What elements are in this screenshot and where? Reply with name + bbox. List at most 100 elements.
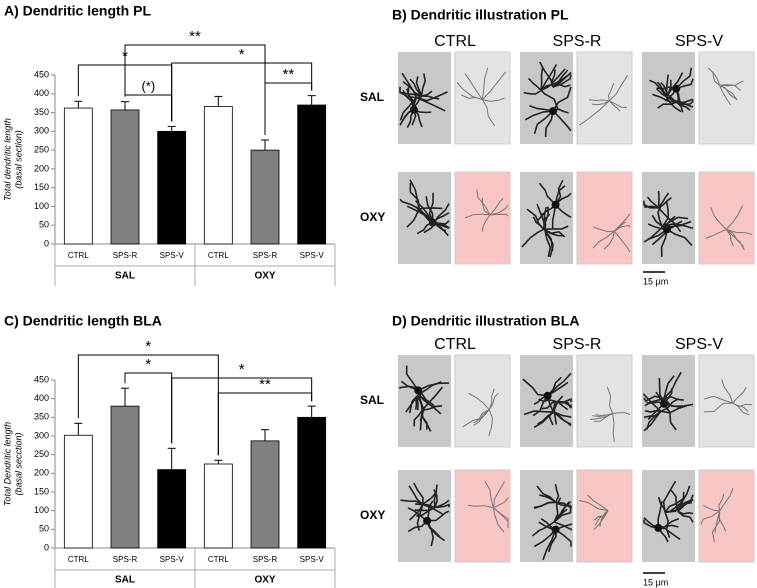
significance-label: * (145, 338, 151, 355)
dendrite (464, 189, 509, 232)
dendrite (592, 213, 631, 253)
x-tick-label: SPS-R (253, 555, 278, 564)
dendrite (399, 72, 448, 126)
y-tick-label: 0 (44, 542, 49, 552)
y-tick-label: 350 (34, 412, 49, 422)
dendrite (670, 485, 694, 523)
dendrite (700, 488, 734, 543)
x-tick-label: SPS-V (300, 251, 325, 260)
group-label: SAL (115, 575, 135, 586)
dendrite (589, 386, 631, 443)
soma (551, 200, 560, 209)
bar (157, 130, 187, 245)
x-tick-label: CTRL (68, 555, 89, 564)
group-label: SAL (115, 271, 135, 282)
tracing (576, 171, 633, 265)
bar (250, 149, 280, 245)
dendrite (524, 86, 572, 137)
x-tick-label: CTRL (68, 251, 89, 260)
soma (551, 525, 560, 534)
group-label: OXY (254, 271, 275, 282)
row-label: SAL (360, 393, 384, 407)
x-tick-label: CTRL (208, 555, 229, 564)
row-label: OXY (360, 508, 385, 522)
dendrite (643, 214, 693, 257)
significance-label: * (145, 356, 151, 373)
dendrite (467, 481, 509, 533)
scale-label: 15 µm (643, 276, 668, 286)
column-label: CTRL (434, 336, 476, 353)
significance-label: ** (189, 28, 201, 45)
significance-label: ** (259, 376, 271, 393)
micrograph (398, 52, 451, 144)
chart-title: A) Dendritic length PL (4, 3, 151, 19)
scale-label: 15 µm (643, 577, 668, 587)
y-axis-label: Total dendritic length (2, 118, 12, 201)
bar (110, 405, 140, 549)
column-label: SPS-V (675, 33, 723, 50)
significance-label: * (239, 46, 245, 63)
dendrite (413, 386, 444, 432)
tracing (698, 171, 755, 265)
x-tick-label: CTRL (208, 251, 229, 260)
dendrite (643, 393, 687, 432)
y-tick-label: 450 (34, 374, 49, 384)
y-tick-label: 300 (34, 430, 49, 440)
significance-label: * (239, 361, 245, 378)
y-axis-label: (basal section) (13, 130, 23, 189)
bar (297, 416, 327, 549)
bar (63, 434, 93, 549)
y-tick-label: 400 (34, 393, 49, 403)
y-tick-label: 300 (34, 126, 49, 136)
y-axis-label: Total Dendritic length (2, 422, 12, 506)
column-label: CTRL (434, 33, 476, 50)
bar (250, 440, 280, 549)
dendrite (652, 82, 694, 111)
x-tick-label: SPS-V (160, 555, 185, 564)
micrograph (398, 470, 451, 562)
y-tick-label: 150 (34, 182, 49, 192)
bar (203, 463, 233, 549)
dendrite (703, 379, 753, 416)
soma (543, 391, 552, 400)
y-tick-label: 50 (39, 220, 49, 230)
y-tick-label: 200 (34, 163, 49, 173)
y-tick-label: 250 (34, 144, 49, 154)
y-tick-label: 400 (34, 88, 49, 98)
dendrite (578, 494, 609, 531)
row-label: SAL (360, 90, 384, 104)
panel-title: B) Dendritic illustration PL (392, 7, 569, 23)
bar (297, 104, 327, 245)
dendrite (406, 203, 450, 237)
significance-label: ** (282, 66, 294, 83)
dendrite (531, 497, 572, 537)
x-tick-label: SPS-V (300, 555, 325, 564)
x-tick-label: SPS-R (113, 555, 138, 564)
significance-label: (*) (141, 78, 155, 93)
row-label: OXY (360, 210, 385, 224)
tracing (454, 469, 511, 563)
dendrite (523, 64, 566, 109)
soma (423, 516, 432, 525)
bar (110, 109, 140, 245)
significance-bracket (171, 377, 313, 444)
y-tick-label: 350 (34, 107, 49, 117)
dendrite (405, 381, 442, 415)
y-tick-label: 50 (39, 524, 49, 534)
significance-bracket (171, 62, 313, 122)
tracing (576, 51, 633, 145)
tracing (454, 354, 511, 448)
soma (549, 107, 558, 116)
column-label: SPS-V (675, 336, 723, 353)
tracing (454, 171, 511, 265)
bar (203, 106, 233, 245)
x-tick-label: SPS-R (253, 251, 278, 260)
dendrite (579, 75, 628, 126)
micrograph (398, 172, 451, 264)
group-label: OXY (254, 575, 275, 586)
bar (157, 469, 187, 549)
bar (63, 107, 93, 245)
y-tick-label: 0 (44, 238, 49, 248)
y-tick-label: 150 (34, 486, 49, 496)
